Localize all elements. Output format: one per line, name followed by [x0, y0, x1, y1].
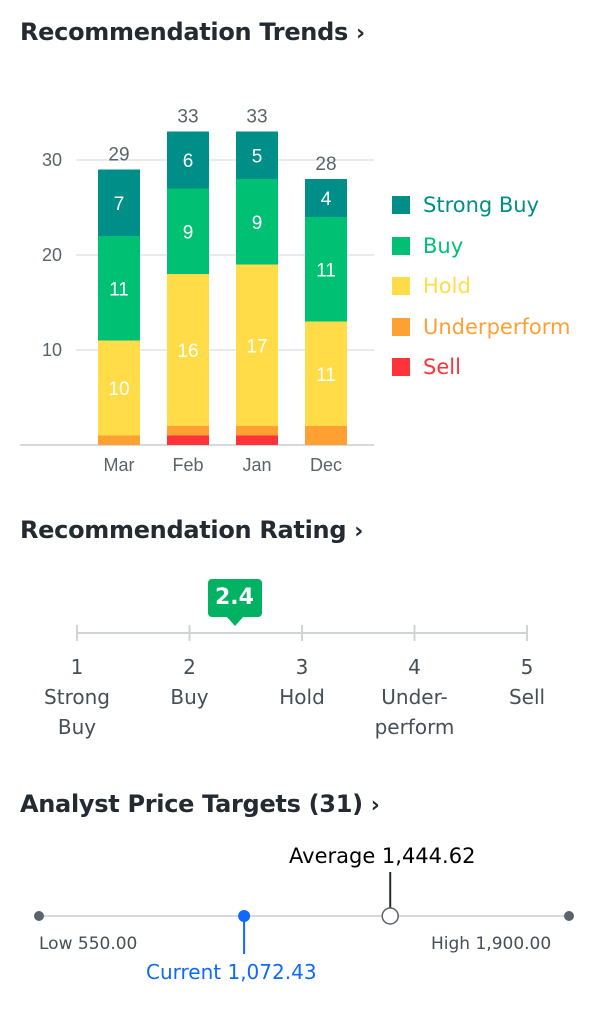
bar-total-label: 33	[246, 107, 267, 128]
x-tick-label: Mar	[104, 455, 135, 475]
rating-scale-track	[76, 625, 528, 641]
low-target-label: Low 550.00	[39, 934, 138, 954]
legend-item-buy[interactable]: Buy	[392, 226, 570, 267]
legend-item-underperform[interactable]: Underperform	[392, 307, 570, 348]
legend-item-hold[interactable]: Hold	[392, 266, 570, 307]
bar-segment-label: 17	[246, 336, 267, 357]
rating-scale-label-5: 5 Sell	[508, 655, 546, 709]
bar-segment-label: 16	[177, 341, 198, 362]
legend-swatch	[392, 317, 410, 336]
x-tick-label: Jan	[242, 455, 271, 475]
rating-scale-label-4: 4 Under-perform	[374, 655, 455, 739]
bar-segment-label: 9	[183, 222, 194, 243]
rating-scale-label-2: 2 Buy	[170, 655, 209, 709]
rating-value-badge: 2.4	[207, 579, 262, 626]
legend-label: Hold	[423, 274, 471, 299]
legend-swatch	[392, 196, 410, 215]
bar-segment-hold[interactable]	[167, 274, 209, 426]
recommendation-trends-chart: 10 20 30 10 11 7 29 Mar 16 9 6 33 Feb 17 9 5 33 Jan 11 11 4 2…	[20, 107, 374, 475]
low-target-marker	[34, 911, 44, 921]
legend-item-sell[interactable]: Sell	[392, 347, 570, 388]
bar-total-label: 29	[108, 145, 129, 166]
bar-segment-strong-buy[interactable]	[98, 169, 140, 237]
bar-segment-underperform[interactable]	[98, 435, 140, 446]
y-tick-label: 20	[42, 245, 62, 265]
legend-label: Buy	[423, 233, 464, 258]
analyst-price-targets-link[interactable]: Analyst Price Targets (31) ›	[20, 790, 380, 818]
bar-segment-buy[interactable]	[305, 217, 347, 322]
bar-segment-buy[interactable]	[236, 179, 278, 265]
y-tick-label: 10	[42, 340, 62, 360]
recommendation-trends-link[interactable]: Recommendation Trends ›	[20, 18, 365, 46]
bar-total-label: 33	[177, 107, 198, 128]
rating-scale-label-3: 3 Hold	[279, 655, 325, 709]
bar-segment-label: 9	[252, 213, 263, 234]
legend-label: Sell	[423, 355, 461, 380]
legend-swatch	[392, 277, 410, 296]
bar-total-label: 28	[315, 154, 336, 175]
chevron-right-icon: ›	[355, 21, 365, 46]
average-target-marker	[381, 907, 399, 925]
average-target-label: Average 1,444.62	[289, 844, 476, 868]
bar-segment-strong-buy[interactable]	[236, 131, 278, 180]
bar-segment-hold[interactable]	[236, 264, 278, 427]
legend-swatch	[392, 236, 410, 255]
high-target-label: High 1,900.00	[431, 934, 552, 954]
price-targets-chart	[34, 872, 574, 954]
high-target-marker	[564, 911, 574, 921]
bar-segment-label: 11	[316, 260, 336, 281]
legend-label: Underperform	[423, 314, 571, 339]
bar-segment-hold[interactable]	[98, 340, 140, 436]
bar-segment-label: 11	[316, 365, 336, 386]
bar-segment-underperform[interactable]	[167, 426, 209, 436]
bar-segment-label: 10	[108, 379, 129, 400]
bar-segment-sell[interactable]	[167, 435, 209, 446]
legend-label: Strong Buy	[423, 193, 540, 218]
bar-segment-label: 11	[109, 279, 129, 300]
bar-segment-strong-buy[interactable]	[167, 131, 209, 189]
bar-segment-sell[interactable]	[236, 435, 278, 446]
bar-segment-buy[interactable]	[167, 188, 209, 275]
bar-segment-underperform[interactable]	[305, 426, 347, 445]
bar-segment-underperform[interactable]	[236, 426, 278, 436]
current-price-marker	[238, 910, 251, 922]
bar-segment-buy[interactable]	[98, 236, 140, 341]
bar-segment-label: 7	[114, 194, 125, 215]
y-tick-label: 30	[42, 150, 62, 170]
legend-item-strong-buy[interactable]: Strong Buy	[392, 185, 570, 226]
recommendation-trends-title: Recommendation Trends	[20, 18, 348, 46]
bar-segment-strong-buy[interactable]	[305, 179, 347, 217]
bar-segment-label: 6	[183, 151, 194, 172]
rating-scale-label-1: 1 Strong Buy	[44, 655, 110, 739]
chevron-right-icon: ›	[370, 793, 380, 818]
bar-segment-hold[interactable]	[305, 321, 347, 427]
legend-swatch	[392, 358, 410, 377]
bar-segment-label: 4	[321, 189, 332, 210]
x-tick-label: Dec	[310, 455, 342, 475]
bar-segment-label: 5	[252, 146, 263, 167]
x-tick-label: Feb	[172, 455, 203, 475]
recommendation-rating-link[interactable]: Recommendation Rating ›	[20, 516, 363, 544]
analyst-price-targets-title: Analyst Price Targets (31)	[20, 790, 363, 818]
recommendation-rating-title: Recommendation Rating	[20, 516, 347, 544]
chevron-right-icon: ›	[354, 519, 363, 544]
chart-legend: Strong Buy Buy Hold Underperform Sell	[392, 185, 570, 388]
current-price-label: Current 1,072.43	[146, 960, 317, 984]
